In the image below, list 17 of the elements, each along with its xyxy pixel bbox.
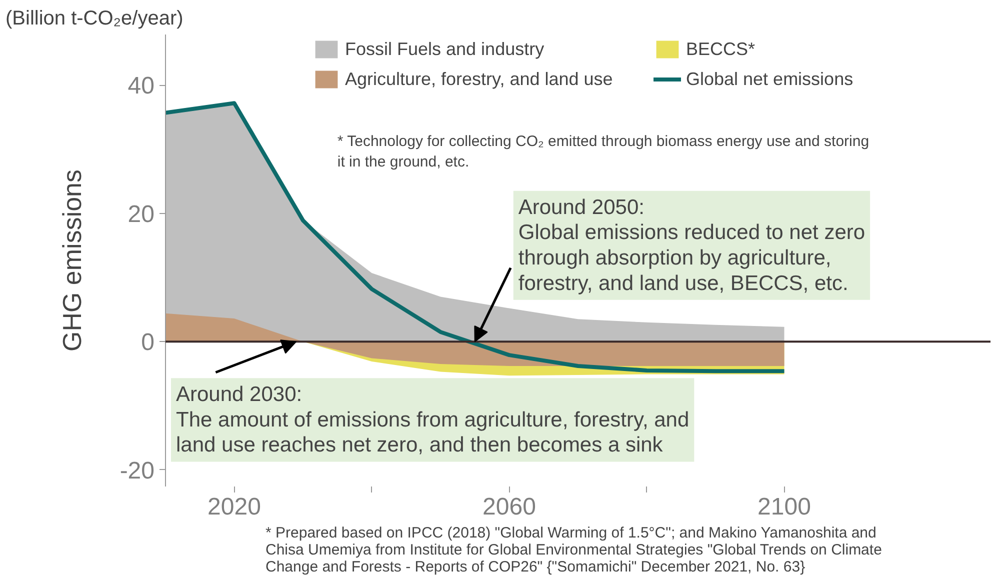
- x-tick-label: 2100: [758, 494, 811, 520]
- annotation: Around 2030: The amount of emissions from agriculture, forestry, and land use reaches net zero, and then becomes a sink: [176, 383, 690, 457]
- annotation: * Technology for collecting CO₂ emitted through biomass energy use and storing it in the ground, etc.: [337, 133, 870, 171]
- legend-label: Fossil Fuels and industry: [345, 38, 546, 60]
- legend-label: Global net emissions: [686, 68, 854, 90]
- chart-title: (Billion t-CO₂e/year): [6, 8, 184, 30]
- x-tick-label: 2060: [482, 494, 536, 520]
- legend-label: Agriculture, forestry, and land use: [345, 68, 614, 90]
- x-tick-label: 2020: [208, 494, 261, 520]
- legend-label: BECCS*: [686, 38, 756, 60]
- y-tick-label: 20: [128, 200, 155, 228]
- y-tick-label: 0: [141, 329, 155, 356]
- text: * Prepared based on IPCC (2018) "Global Warming of 1.5°C"; and Makino Yamanoshita and Chisa Umemiya from Institute for Global Environmental Strategies "Global Trends on Climate Change and Forests - Reports of COP26" {"Somamichi" December 2021, No. 63}: [266, 524, 882, 576]
- annotation: Around 2050: Global emissions reduced to net zero through absorption by agriculture, forestry, and land use, BECCS, etc.: [518, 196, 866, 295]
- y-tick-label: 40: [128, 72, 155, 100]
- y-axis-title: GHG emissions: [56, 169, 87, 352]
- y-tick-label: -20: [120, 457, 154, 484]
